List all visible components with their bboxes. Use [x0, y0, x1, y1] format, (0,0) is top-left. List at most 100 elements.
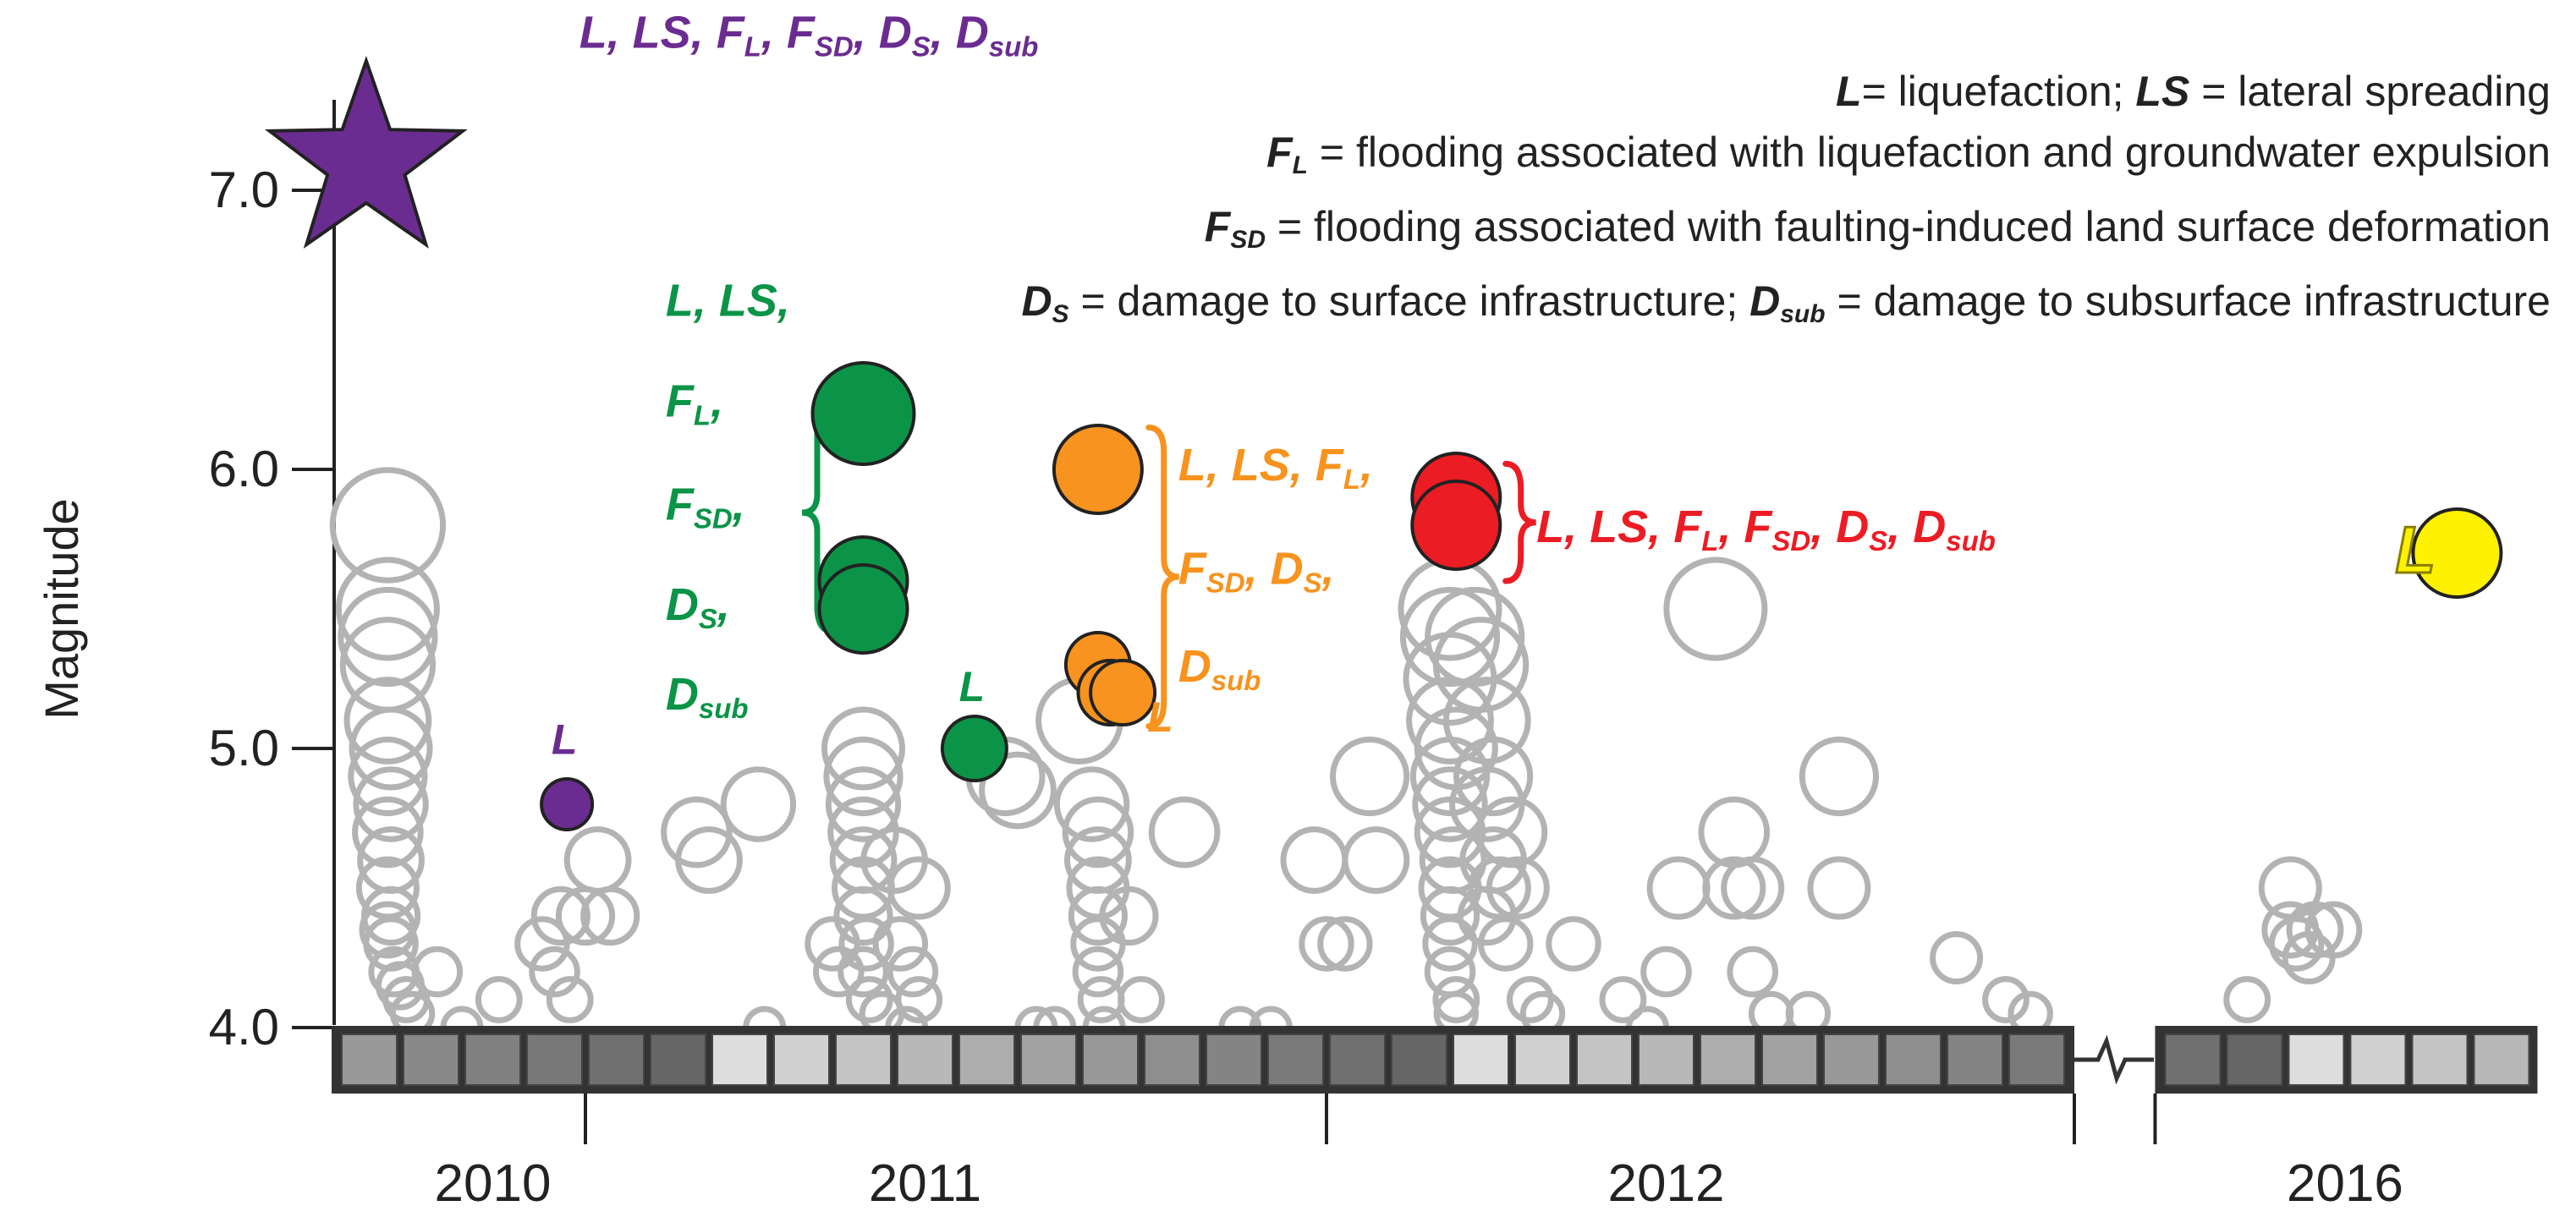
annotation-subscript: sub	[699, 693, 749, 724]
annotation-green-4: DS,	[666, 579, 730, 634]
month-cell	[1267, 1033, 1324, 1086]
annotation-subscript: L	[1343, 463, 1360, 495]
month-cell	[1761, 1033, 1818, 1086]
aftershock-point	[329, 467, 447, 584]
aftershock-point	[1982, 976, 2029, 1023]
damaging-event-orange	[1089, 659, 1157, 726]
annotation-text: L	[552, 716, 578, 764]
annotation-text: , F	[1717, 502, 1773, 552]
y-tick-label: 6.0	[209, 441, 279, 497]
aftershock-point	[1412, 766, 1488, 842]
aftershock-point	[1053, 766, 1130, 842]
aftershock-point	[1148, 796, 1221, 869]
month-cell	[1514, 1033, 1571, 1086]
legend-line-liquefaction: L= liquefaction; LS = lateral spreading	[1836, 68, 2551, 115]
aftershock-point	[2268, 916, 2325, 972]
annotation-text: F	[1178, 543, 1208, 594]
annotation-text: , F	[761, 8, 816, 58]
annotation-text: ,	[710, 376, 723, 426]
month-cell	[711, 1033, 768, 1086]
year-label: 2016	[2287, 1154, 2403, 1213]
aftershock-point	[349, 706, 433, 791]
aftershock-point	[1280, 826, 1348, 894]
annotation-yellow-L: L	[2395, 513, 2436, 587]
aftershock-point	[352, 796, 424, 869]
aftershock-point	[1424, 946, 1476, 998]
damaging-event-green	[817, 563, 909, 655]
damaging-event-orange	[1052, 424, 1144, 515]
aftershock-point	[1478, 916, 1534, 972]
month-cell	[1885, 1033, 1942, 1086]
aftershock-point	[563, 826, 632, 894]
annotation-text: D	[666, 669, 699, 720]
annotation-green-5: Dsub	[666, 669, 749, 724]
annotation-green-1: L, LS,	[666, 276, 790, 326]
annotation-orange-1: L, LS, FL,	[1178, 440, 1373, 495]
month-cell	[1823, 1033, 1880, 1086]
axis-break-mark	[2074, 1034, 2154, 1085]
aftershock-point	[1721, 856, 1785, 920]
annotation-text: L, LS, F	[1178, 440, 1345, 491]
mainshock-star	[264, 55, 468, 249]
month-cell	[835, 1033, 892, 1086]
month-cell	[1638, 1033, 1694, 1086]
aftershock-point	[813, 946, 865, 998]
month-cell	[1576, 1033, 1633, 1086]
month-cell	[1020, 1033, 1077, 1086]
month-cell	[650, 1033, 706, 1086]
aftershock-point	[661, 796, 733, 869]
aftershock-point	[720, 766, 797, 842]
month-cell	[773, 1033, 830, 1086]
annotation-text: D	[666, 579, 699, 630]
annotation-subscript: SD	[694, 502, 733, 534]
month-cell	[588, 1033, 645, 1086]
annotation-subscript: SD	[1771, 525, 1810, 556]
aftershock-point	[1486, 856, 1550, 920]
annotation-orange-2: FSD, DS,	[1178, 543, 1335, 598]
annotation-text: L	[959, 663, 986, 710]
annotation-text: L, LS, F	[1536, 502, 1703, 552]
aftershock-point	[1646, 856, 1711, 920]
aftershock-point	[1702, 856, 1766, 920]
aftershock-point	[343, 677, 432, 765]
annotation-subscript: S	[699, 603, 717, 634]
aftershock-point	[1507, 976, 1554, 1023]
month-cell	[958, 1033, 1015, 1086]
month-cell	[1206, 1033, 1262, 1086]
annotation-text: F	[666, 376, 695, 426]
legend: L= liquefaction; LS = lateral spreading …	[1021, 61, 2551, 345]
annotation-text: , D	[853, 8, 912, 58]
aftershock-point	[1299, 916, 1354, 972]
annotation-red-label: L, LS, FL, FSD, DS, Dsub	[1536, 502, 1996, 556]
month-cell	[2411, 1033, 2469, 1086]
aftershock-point	[1475, 796, 1548, 869]
annotation-subscript: L	[1701, 525, 1718, 556]
aftershock-point	[838, 946, 889, 998]
aftershock-point	[887, 856, 951, 920]
month-cell	[2349, 1033, 2407, 1086]
aftershock-point	[1317, 916, 1373, 972]
annotation-text: , D	[1810, 502, 1869, 552]
month-cell	[403, 1033, 459, 1086]
month-cell	[464, 1033, 521, 1086]
annotation-text: L	[2395, 513, 2436, 587]
month-cell	[1700, 1033, 1756, 1086]
annotation-green-small-L: L	[959, 663, 986, 710]
annotation-star-label: L, LS, FL, FSD, DS, Dsub	[579, 8, 1039, 63]
month-cell	[1391, 1033, 1447, 1086]
aftershock-point	[1330, 736, 1410, 817]
aftershock-point	[833, 885, 893, 946]
damaging-event-red	[1410, 480, 1502, 571]
annotation-orange-small-L: L	[1147, 693, 1173, 741]
aftershock-point	[823, 736, 904, 817]
annotation-subscript: sub	[989, 31, 1039, 63]
annotation-text: ,	[717, 579, 730, 630]
aftershock-point	[979, 751, 1057, 830]
aftershock-point	[821, 706, 905, 791]
annotation-subscript: S	[1869, 525, 1887, 556]
legend-line-flooding-deformation: FSD = flooding associated with faulting-…	[1204, 203, 2551, 254]
y-axis-ticks: 7.0 6.0 5.0 4.0	[209, 162, 334, 1055]
month-cell	[1329, 1033, 1386, 1086]
